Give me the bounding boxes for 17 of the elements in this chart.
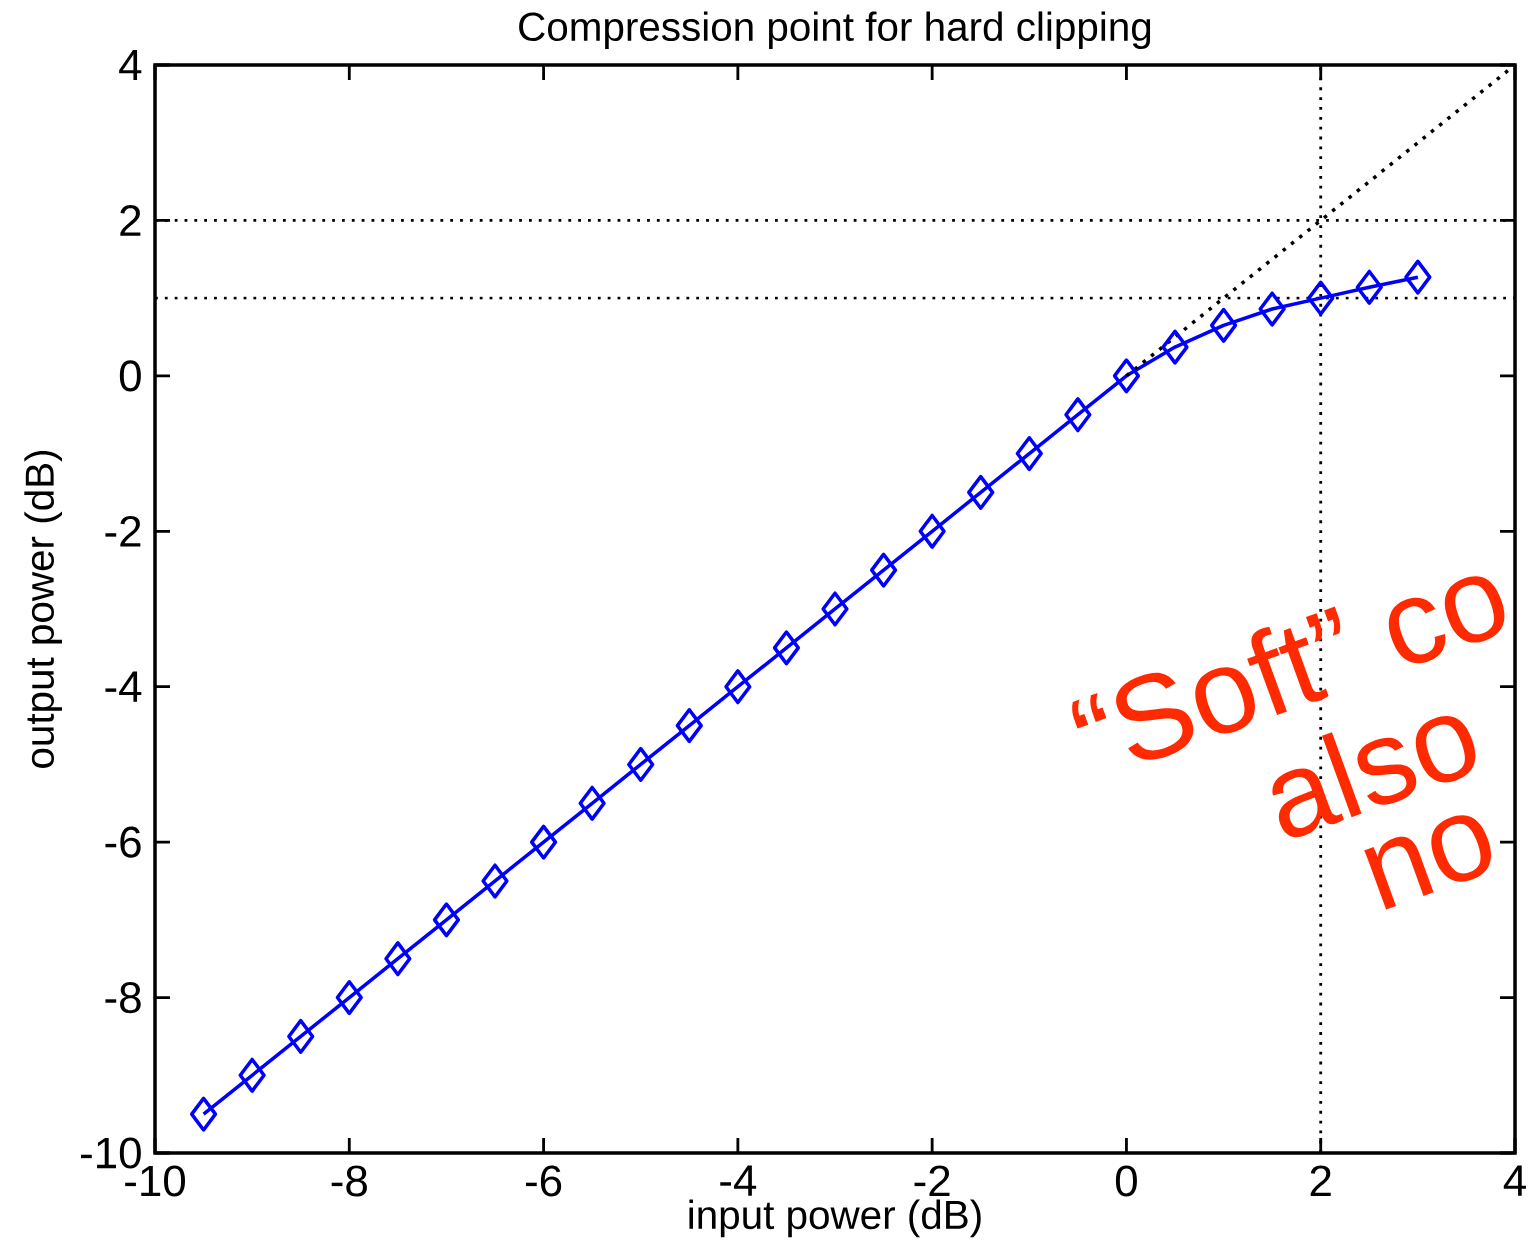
x-tick-label: -2: [914, 1165, 950, 1197]
x-tick-label: -4: [720, 1165, 757, 1196]
y-tick-label: -6: [105, 826, 141, 858]
y-tick-label: 4: [119, 49, 142, 81]
chart-title: Compression point for hard clipping: [519, 11, 1151, 50]
y-tick-label: 0: [119, 360, 141, 392]
x-tick-label: -6: [525, 1165, 562, 1197]
y-axis-title: output power (dB): [24, 450, 62, 768]
x-tick-label: 4: [1503, 1165, 1526, 1196]
y-tick-label: -4: [105, 671, 142, 702]
x-tick-label: 2: [1310, 1165, 1331, 1197]
y-tick-label: -2: [105, 515, 141, 547]
y-tick-label: -8: [105, 982, 141, 1014]
x-axis-title: input power (dB): [689, 1199, 981, 1238]
x-tick-label: -8: [331, 1165, 367, 1197]
x-tick-label: 0: [1115, 1165, 1137, 1197]
y-tick-label: 2: [120, 205, 141, 236]
